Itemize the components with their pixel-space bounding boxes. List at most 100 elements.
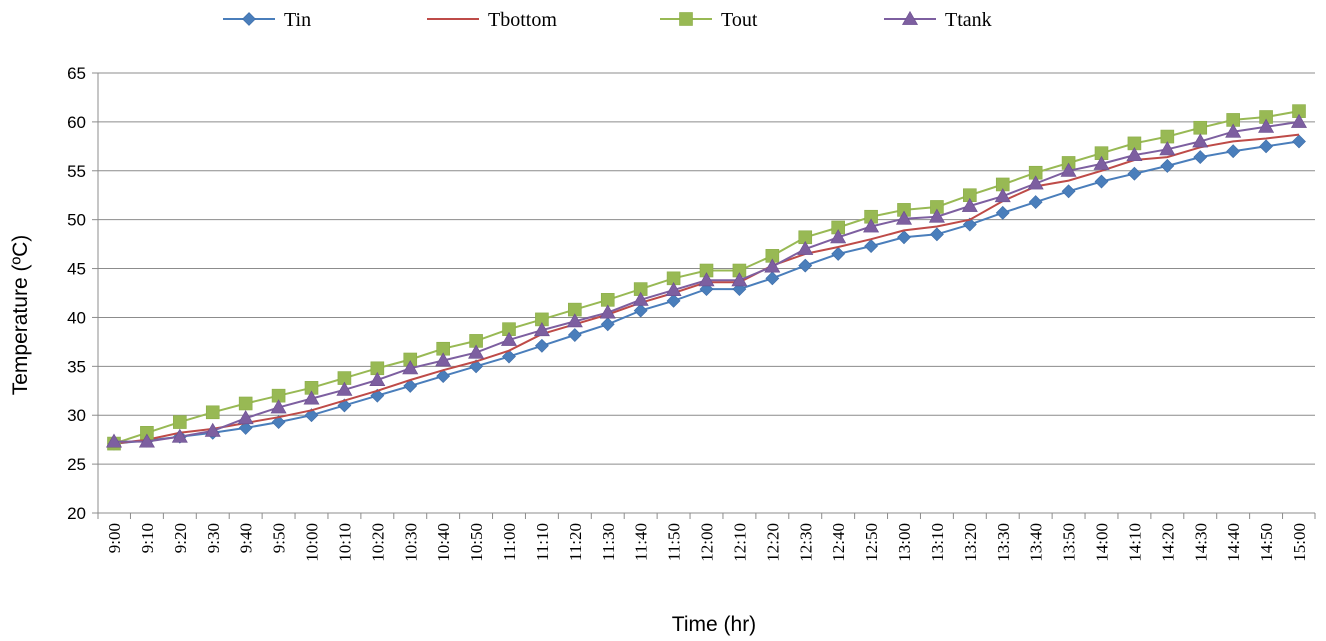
data-point (1028, 195, 1043, 209)
data-point (995, 205, 1010, 220)
data-point (105, 433, 123, 448)
data-point (171, 428, 188, 443)
x-tick-label: 12:50 (862, 523, 881, 562)
y-axis-title: Temperature (ºC) (9, 235, 32, 396)
x-tick-label: 13:10 (928, 523, 947, 562)
data-point (1193, 120, 1208, 135)
data-point (1258, 118, 1275, 133)
data-point (303, 390, 320, 405)
data-point (1225, 123, 1242, 138)
data-point (1060, 162, 1077, 177)
x-tick-label: 12:20 (763, 523, 782, 562)
y-tick-label: 25 (67, 455, 86, 474)
data-point (237, 410, 254, 425)
data-point (731, 272, 748, 287)
x-tick-label: 14:50 (1257, 523, 1276, 562)
y-tick-label: 45 (67, 260, 86, 279)
data-point (271, 415, 286, 429)
data-point (665, 281, 682, 296)
data-point (1193, 150, 1208, 165)
data-point (1093, 155, 1110, 170)
data-point (897, 230, 911, 245)
x-tick-label: 10:00 (303, 523, 322, 562)
data-point (402, 360, 419, 375)
series-tin (107, 134, 1306, 451)
data-point (1192, 133, 1209, 148)
data-point (1290, 113, 1308, 128)
y-tick-label: 65 (67, 64, 86, 83)
x-tick-label: 11:40 (632, 523, 651, 561)
x-tick-label: 12:30 (796, 523, 815, 562)
data-point (403, 378, 418, 393)
x-tick-label: 10:10 (335, 523, 354, 562)
data-point (138, 433, 155, 448)
axes (92, 72, 1316, 519)
y-tick-label: 40 (67, 308, 86, 327)
x-tick-label: 9:50 (270, 523, 289, 553)
data-point (632, 291, 649, 306)
x-tick-label: 12:10 (730, 523, 749, 562)
data-point (830, 229, 847, 244)
data-point (831, 246, 846, 261)
data-point (1126, 147, 1143, 162)
data-point (798, 258, 813, 273)
data-point (205, 405, 220, 420)
data-point (1094, 174, 1109, 189)
y-tick-label: 35 (67, 357, 86, 376)
x-tick-label: 14:20 (1158, 523, 1177, 562)
x-tick-label: 15:00 (1290, 523, 1309, 562)
data-point (502, 349, 516, 364)
x-tick-label: 11:00 (500, 523, 519, 561)
data-point (436, 369, 451, 384)
data-point (1259, 139, 1274, 154)
data-point (666, 293, 681, 308)
legend-label: Tout (721, 9, 758, 31)
x-tick-label: 10:20 (368, 523, 387, 562)
data-point (238, 396, 253, 411)
x-tick-label: 9:10 (138, 523, 157, 553)
data-point (765, 271, 780, 286)
data-point (600, 293, 615, 307)
x-axis-title: Time (hr) (672, 613, 756, 636)
y-tick-label: 50 (67, 211, 86, 230)
data-point (534, 338, 549, 353)
data-point (566, 313, 583, 328)
legend-item-tin: Tin (223, 9, 311, 31)
x-tick-label: 9:40 (237, 523, 256, 553)
data-point (600, 317, 615, 332)
data-point (1061, 184, 1076, 199)
series-lines (105, 104, 1308, 451)
x-tick-label: 10:50 (467, 523, 486, 562)
legend-item-tbottom: Tbottom (427, 9, 557, 31)
x-tick-label: 13:40 (1027, 523, 1046, 562)
x-tick-label: 14:10 (1125, 523, 1144, 562)
data-point (173, 415, 187, 429)
data-point (238, 421, 253, 435)
legend-item-ttank: Ttank (884, 9, 992, 31)
x-tick-label: 13:30 (994, 523, 1013, 562)
x-tick-label: 11:20 (566, 523, 585, 561)
legend-label: Tin (284, 9, 311, 31)
x-tick-label: 9:00 (105, 523, 124, 553)
data-point (1027, 175, 1044, 190)
data-point (797, 240, 814, 255)
x-tick-label: 10:40 (434, 523, 453, 562)
data-point (336, 381, 353, 396)
y-tick-label: 60 (67, 113, 86, 132)
legend: Tin Tbottom Tout Ttank (223, 9, 992, 31)
x-tick-label: 12:00 (698, 523, 717, 562)
data-point (533, 322, 550, 337)
data-point (468, 344, 485, 359)
data-point (633, 303, 648, 318)
data-point (567, 328, 582, 342)
data-point (1127, 166, 1142, 181)
x-tick-label: 11:10 (533, 523, 552, 561)
data-point (1160, 158, 1175, 173)
x-tick-label: 14:30 (1191, 523, 1210, 562)
x-tick-label: 9:30 (204, 523, 223, 553)
x-tick-label: 13:00 (895, 523, 914, 562)
x-tick-labels: 9:00 9:10 9:20 9:30 9:40 9:50 10:00 10:10 10:20 1… (105, 523, 1309, 562)
y-tick-label: 20 (67, 504, 86, 523)
data-point (1226, 144, 1241, 159)
x-tick-label: 11:50 (665, 523, 684, 561)
